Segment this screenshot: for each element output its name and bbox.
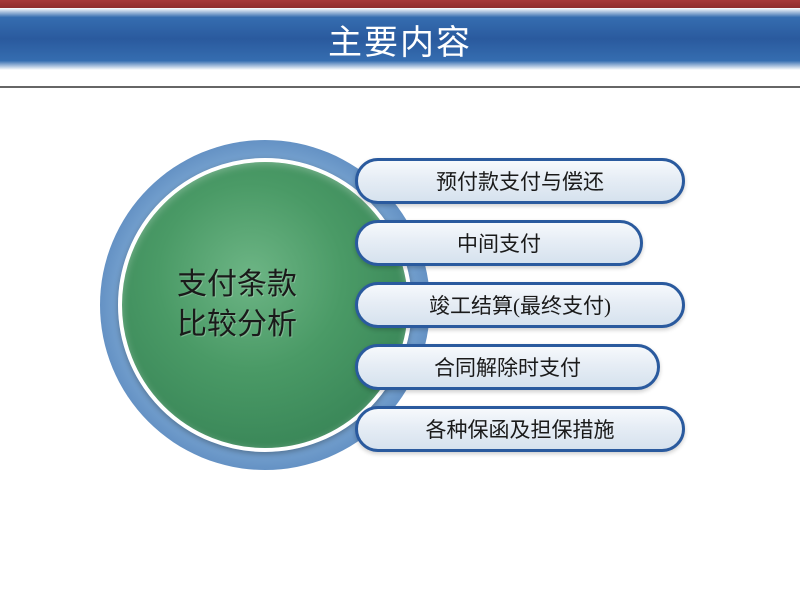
main-diagram: 支付条款 比较分析 预付款支付与偿还 中间支付 竣工结算(最终支付) 合同解除时… <box>100 130 720 510</box>
pill-item: 各种保函及担保措施 <box>355 406 685 452</box>
page-title: 主要内容 <box>328 15 472 64</box>
title-bar: 主要内容 <box>0 8 800 70</box>
pill-label: 中间支付 <box>457 228 541 258</box>
pill-item: 合同解除时支付 <box>355 344 660 390</box>
pill-label: 各种保函及担保措施 <box>426 414 615 444</box>
pill-item: 中间支付 <box>355 220 643 266</box>
center-label-line2: 比较分析 <box>177 305 297 346</box>
pill-label: 竣工结算(最终支付) <box>429 290 611 320</box>
pill-label: 预付款支付与偿还 <box>436 166 604 196</box>
pill-item: 竣工结算(最终支付) <box>355 282 685 328</box>
pill-label: 合同解除时支付 <box>434 352 581 382</box>
top-red-accent <box>0 0 800 8</box>
title-underline <box>0 86 800 88</box>
center-label: 支付条款 比较分析 <box>177 265 297 346</box>
pill-item: 预付款支付与偿还 <box>355 158 685 204</box>
center-label-line1: 支付条款 <box>177 265 297 306</box>
